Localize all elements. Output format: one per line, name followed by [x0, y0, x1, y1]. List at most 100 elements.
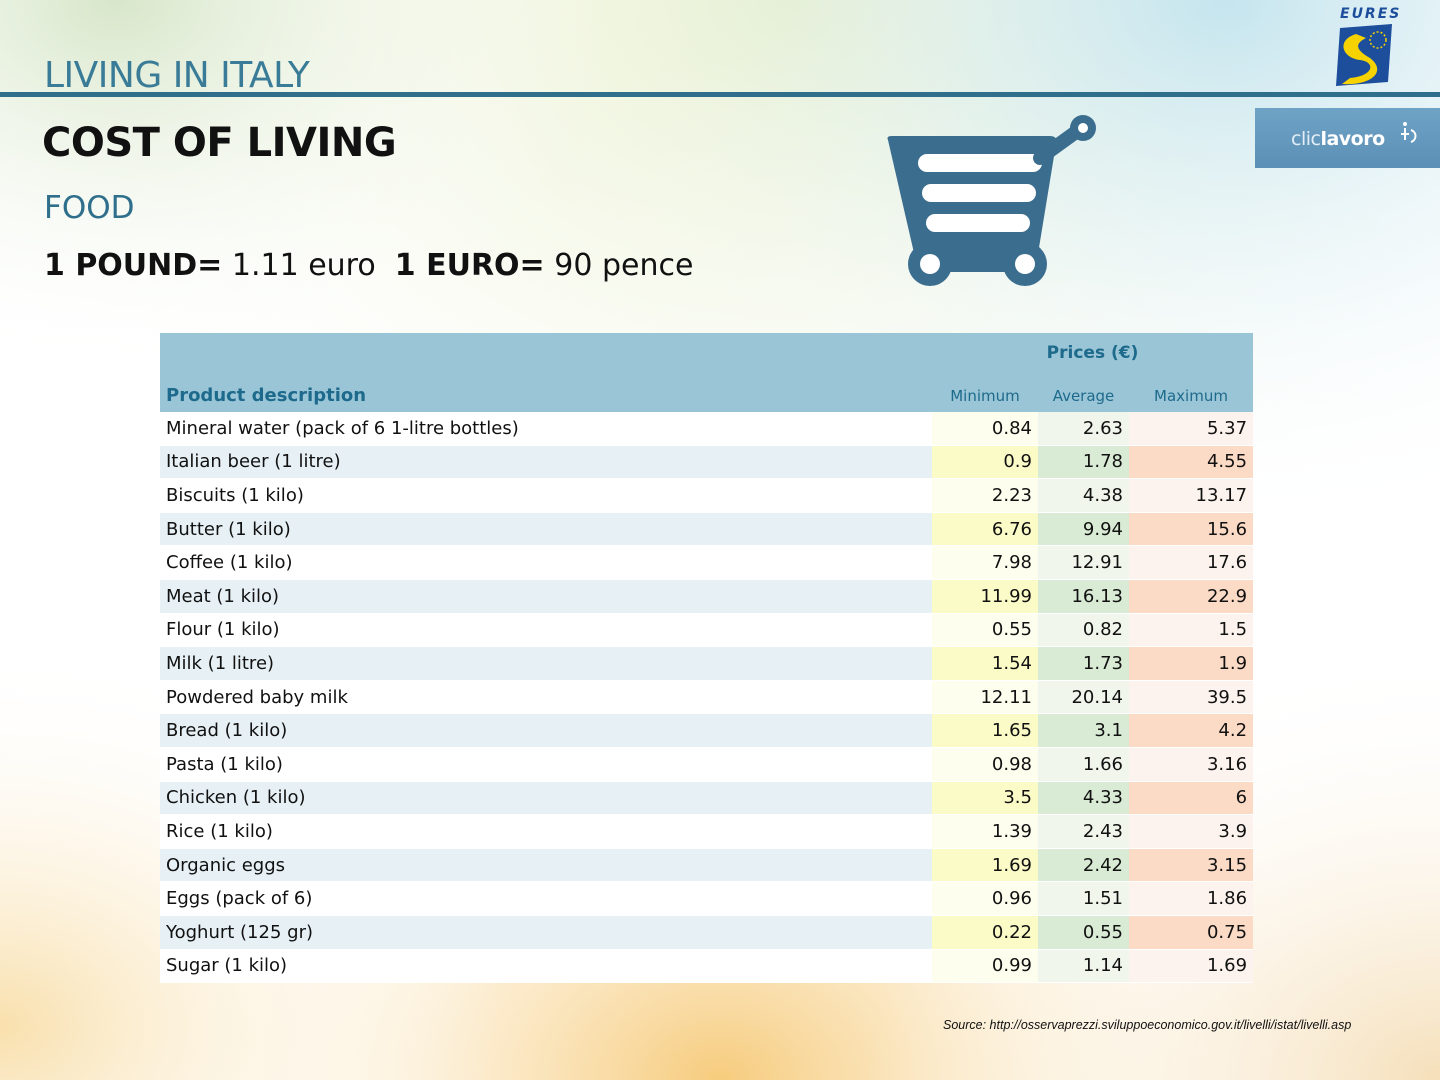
maximum-price: 3.15 [1129, 848, 1254, 883]
average-price: 0.82 [1038, 613, 1129, 648]
average-price: 2.43 [1038, 814, 1129, 849]
maximum-price: 5.37 [1129, 412, 1254, 446]
table-row: Rice (1 kilo) 1.39 2.43 3.9 [160, 814, 1254, 849]
average-price: 12.91 [1038, 545, 1129, 580]
table-row: Powdered baby milk 12.11 20.14 39.5 [160, 680, 1254, 715]
table-row: Milk (1 litre) 1.54 1.73 1.9 [160, 646, 1254, 681]
minimum-price: 7.98 [932, 545, 1038, 580]
minimum-header: Minimum [932, 370, 1038, 412]
product-description: Powdered baby milk [160, 680, 932, 715]
table-row: Sugar (1 kilo) 0.99 1.14 1.69 [160, 949, 1254, 984]
maximum-price: 4.55 [1129, 445, 1254, 480]
section-subheading: FOOD [44, 190, 135, 226]
minimum-price: 6.76 [932, 512, 1038, 547]
product-description: Pasta (1 kilo) [160, 747, 932, 782]
average-price: 9.94 [1038, 512, 1129, 547]
average-price: 1.14 [1038, 949, 1129, 984]
shopping-cart-icon [887, 115, 1096, 286]
minimum-price: 1.65 [932, 713, 1038, 748]
average-price: 0.55 [1038, 915, 1129, 950]
maximum-price: 1.9 [1129, 646, 1254, 681]
minimum-price: 0.9 [932, 445, 1038, 480]
product-description: Eggs (pack of 6) [160, 881, 932, 916]
product-description: Butter (1 kilo) [160, 512, 932, 547]
average-price: 1.78 [1038, 445, 1129, 480]
average-price: 2.63 [1038, 412, 1129, 446]
maximum-price: 6 [1129, 781, 1254, 816]
pound-value: 1.11 euro [222, 248, 376, 283]
minimum-price: 1.69 [932, 848, 1038, 883]
average-price: 16.13 [1038, 579, 1129, 614]
exchange-rate-line: 1 POUND= 1.11 euro 1 EURO= 90 pence [44, 248, 693, 283]
table-row: Mineral water (pack of 6 1-litre bottles… [160, 412, 1254, 446]
average-price: 2.42 [1038, 848, 1129, 883]
product-description: Bread (1 kilo) [160, 713, 932, 748]
cliclavoro-logo-text: cliclavoro [1291, 128, 1385, 150]
eures-logo-text: EURES [1340, 6, 1402, 22]
table-row: Pasta (1 kilo) 0.98 1.66 3.16 [160, 747, 1254, 782]
maximum-price: 1.69 [1129, 949, 1254, 984]
maximum-price: 13.17 [1129, 478, 1254, 513]
product-description: Milk (1 litre) [160, 646, 932, 681]
source-citation: Source: http://osservaprezzi.sviluppoeco… [943, 1018, 1352, 1032]
table-row: Flour (1 kilo) 0.55 0.82 1.5 [160, 613, 1254, 648]
product-description: Organic eggs [160, 848, 932, 883]
maximum-header: Maximum [1129, 370, 1254, 412]
minimum-price: 12.11 [932, 680, 1038, 715]
average-price: 1.73 [1038, 646, 1129, 681]
minimum-price: 0.96 [932, 881, 1038, 916]
average-price: 1.51 [1038, 881, 1129, 916]
average-header: Average [1038, 370, 1129, 412]
product-description: Meat (1 kilo) [160, 579, 932, 614]
product-description: Mineral water (pack of 6 1-litre bottles… [160, 412, 932, 446]
table-row: Butter (1 kilo) 6.76 9.94 15.6 [160, 512, 1254, 547]
minimum-price: 0.22 [932, 915, 1038, 950]
header-title: LIVING IN ITALY [44, 55, 310, 96]
table-row: Biscuits (1 kilo) 2.23 4.38 13.17 [160, 478, 1254, 513]
table-row: Organic eggs 1.69 2.42 3.15 [160, 848, 1254, 883]
maximum-price: 0.75 [1129, 915, 1254, 950]
maximum-price: 15.6 [1129, 512, 1254, 547]
minimum-price: 1.39 [932, 814, 1038, 849]
minimum-price: 2.23 [932, 478, 1038, 513]
table-row: Italian beer (1 litre) 0.9 1.78 4.55 [160, 445, 1254, 480]
average-price: 4.38 [1038, 478, 1129, 513]
maximum-price: 3.16 [1129, 747, 1254, 782]
maximum-price: 17.6 [1129, 545, 1254, 580]
table-row: Yoghurt (125 gr) 0.22 0.55 0.75 [160, 915, 1254, 950]
table-row: Bread (1 kilo) 1.65 3.1 4.2 [160, 713, 1254, 748]
euro-label: 1 EURO= [394, 248, 545, 283]
minimum-price: 0.55 [932, 613, 1038, 648]
pound-label: 1 POUND= [44, 248, 223, 283]
euro-value: 90 pence [544, 248, 694, 283]
header-divider [0, 92, 1440, 97]
product-description: Chicken (1 kilo) [160, 781, 932, 816]
product-description: Biscuits (1 kilo) [160, 478, 932, 513]
table-row: Meat (1 kilo) 11.99 16.13 22.9 [160, 579, 1254, 614]
prices-header: Prices (€) [932, 333, 1254, 370]
average-price: 1.66 [1038, 747, 1129, 782]
product-description-header: Product description [160, 370, 932, 412]
header-spacer [160, 333, 932, 370]
table-header-row: Prices (€) [160, 333, 1254, 370]
eures-logo-icon: EURES [1326, 6, 1402, 90]
price-table: Prices (€) Product description Minimum A… [160, 333, 1254, 984]
minimum-price: 11.99 [932, 579, 1038, 614]
table-subheader-row: Product description Minimum Average Maxi… [160, 370, 1254, 412]
maximum-price: 39.5 [1129, 680, 1254, 715]
maximum-price: 1.86 [1129, 881, 1254, 916]
product-description: Yoghurt (125 gr) [160, 915, 932, 950]
table-row: Eggs (pack of 6) 0.96 1.51 1.86 [160, 881, 1254, 916]
maximum-price: 1.5 [1129, 613, 1254, 648]
minimum-price: 0.99 [932, 949, 1038, 984]
section-heading: COST OF LIVING [42, 120, 397, 166]
average-price: 4.33 [1038, 781, 1129, 816]
maximum-price: 22.9 [1129, 579, 1254, 614]
maximum-price: 3.9 [1129, 814, 1254, 849]
cliclavoro-logo-icon: cliclavoro [1255, 108, 1440, 168]
average-price: 3.1 [1038, 713, 1129, 748]
minimum-price: 0.84 [932, 412, 1038, 446]
product-description: Italian beer (1 litre) [160, 445, 932, 480]
product-description: Sugar (1 kilo) [160, 949, 932, 984]
maximum-price: 4.2 [1129, 713, 1254, 748]
